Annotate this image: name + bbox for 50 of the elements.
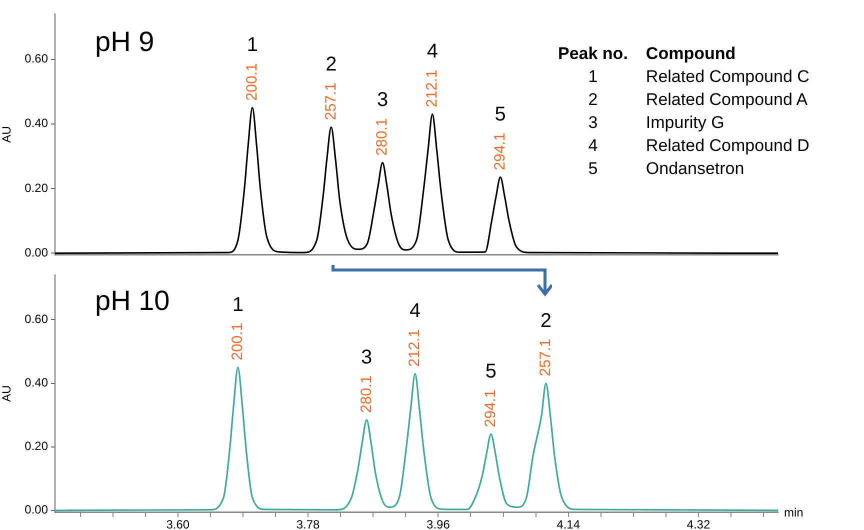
annotation: 1	[587, 67, 599, 88]
annotation: 4	[587, 136, 599, 157]
y-tick-label: 0.40	[24, 376, 48, 390]
x-tick-label: 3.78	[296, 518, 320, 530]
annotation: 200.1	[229, 322, 246, 360]
annotation: 5	[485, 360, 497, 383]
annotation: Compound	[646, 44, 737, 65]
y-tick-label: 0.60	[24, 312, 48, 326]
annotation: 294.1	[492, 132, 509, 170]
annotation: 280.1	[358, 375, 375, 413]
x-tick-label: 3.96	[426, 518, 450, 530]
annotation: Related Compound D	[646, 136, 810, 157]
annotation: 257.1	[537, 338, 554, 376]
annotation: Impurity G	[646, 113, 726, 134]
annotation: 4	[426, 40, 438, 63]
x-tick-label: 4.32	[686, 518, 710, 530]
annotation: 212.1	[406, 329, 424, 367]
annotation: 2	[587, 90, 599, 111]
annotation: Related Compound A	[646, 90, 809, 111]
annotation: Related Compound C	[646, 67, 810, 88]
annotation: 5	[494, 104, 506, 126]
annotation: Peak no.	[558, 44, 629, 65]
annotation: 200.1	[244, 63, 261, 101]
annotation: 2	[326, 54, 337, 76]
annotation: 5	[587, 159, 599, 180]
chart-title: pH 10	[95, 285, 170, 317]
annotation: 3	[587, 113, 599, 134]
y-tick-label: 0.60	[24, 52, 48, 66]
y-tick-label: 0.00	[24, 245, 48, 260]
y-axis-title: AU	[0, 385, 14, 402]
y-tick-label: 0.20	[24, 439, 48, 454]
x-tick-label: 4.14	[556, 518, 580, 530]
annotation: 280.1	[374, 118, 391, 156]
annotation: Ondansetron	[646, 159, 746, 180]
annotation: 2	[540, 310, 552, 332]
annotation: 294.1	[482, 390, 500, 428]
y-axis-title: AU	[0, 126, 14, 143]
y-tick-label: 0.20	[24, 180, 48, 195]
annotation: 3	[361, 346, 372, 368]
x-axis-title: min	[784, 505, 804, 520]
annotation: 212.1	[424, 70, 441, 108]
annotation: 1	[246, 34, 258, 56]
y-tick-label: 0.00	[24, 502, 48, 517]
annotation: 3	[376, 89, 388, 112]
y-tick-label: 0.40	[24, 116, 48, 130]
annotation: 1	[232, 294, 244, 316]
annotation: 4	[409, 300, 421, 322]
x-tick-label: 3.60	[166, 518, 190, 530]
chart-title: pH 9	[95, 26, 154, 58]
annotation: 257.1	[322, 82, 340, 120]
